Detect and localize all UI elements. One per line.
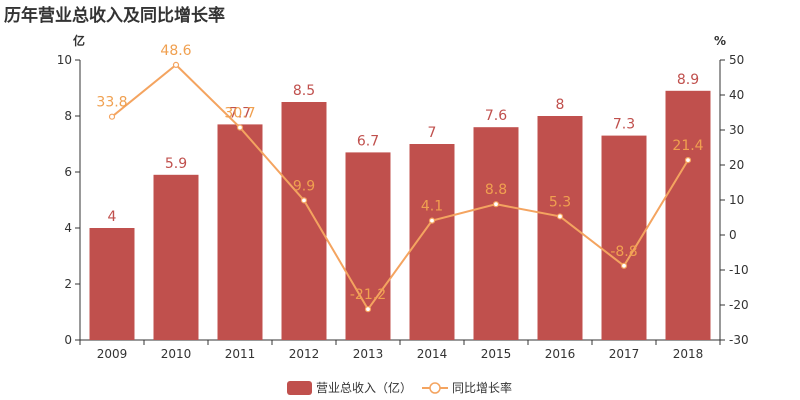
bar-value-label: 7 — [428, 125, 437, 141]
line-point — [620, 262, 628, 269]
legend: 营业总收入（亿） 同比增长率 — [287, 380, 512, 395]
bar — [665, 90, 711, 340]
line-point — [556, 213, 564, 220]
line-point — [300, 197, 308, 204]
chart-title: 历年营业总收入及同比增长率 — [4, 5, 225, 26]
bar-value-label: 8.9 — [677, 72, 699, 88]
bar-value-label: 7.3 — [613, 117, 635, 133]
right-tick-label: 0 — [729, 228, 737, 242]
right-tick-label: 50 — [729, 53, 744, 67]
x-tick-label: 2012 — [289, 347, 320, 361]
line-value-label: 48.6 — [160, 43, 191, 59]
bar — [217, 124, 263, 341]
line-value-label: 4.1 — [421, 199, 443, 215]
left-tick-label: 8 — [64, 109, 72, 123]
legend-bar-swatch — [287, 381, 312, 395]
right-axis-unit: % — [714, 34, 726, 48]
line-point — [428, 217, 436, 224]
line-value-label: 8.8 — [485, 182, 507, 198]
bar-value-label: 8 — [556, 97, 565, 113]
line-point — [172, 61, 180, 69]
x-tick-label: 2016 — [545, 347, 576, 361]
line-point — [364, 306, 372, 313]
legend-line-label: 同比增长率 — [452, 380, 512, 395]
bar-value-label: 8.5 — [293, 83, 315, 99]
legend-item-line[interactable]: 同比增长率 — [422, 380, 512, 395]
line-value-label: -8.8 — [610, 244, 637, 260]
x-tick-label: 2013 — [353, 347, 384, 361]
x-tick-label: 2015 — [481, 347, 512, 361]
line-value-label: 5.3 — [549, 194, 571, 210]
right-tick-label: 20 — [729, 158, 744, 172]
x-tick-label: 2011 — [225, 347, 256, 361]
right-tick-label: -20 — [729, 298, 749, 312]
legend-bar-label: 营业总收入（亿） — [316, 380, 412, 395]
bar — [89, 228, 135, 340]
right-tick-label: 40 — [729, 88, 744, 102]
line-point — [108, 113, 116, 120]
left-tick-label: 0 — [64, 333, 72, 347]
bar — [473, 127, 519, 340]
left-tick-label: 10 — [57, 53, 72, 67]
bar-value-label: 6.7 — [357, 133, 379, 149]
line-point — [684, 157, 692, 164]
line-point — [236, 124, 244, 131]
x-tick-label: 2010 — [161, 347, 192, 361]
right-tick-label: 10 — [729, 193, 744, 207]
line-value-label: 21.4 — [672, 138, 703, 154]
legend-item-bar[interactable]: 营业总收入（亿） — [287, 380, 412, 395]
bar — [281, 102, 327, 340]
bar-value-label: 7.7 — [229, 105, 251, 121]
line-value-label: 33.8 — [96, 95, 127, 111]
right-tick-label: 30 — [729, 123, 744, 137]
growth-line — [111, 63, 689, 312]
right-tick-label: -30 — [729, 333, 749, 347]
x-tick-label: 2018 — [673, 347, 704, 361]
left-tick-label: 6 — [64, 165, 72, 179]
x-tick-label: 2014 — [417, 347, 448, 361]
plot-area: 0 2 4 6 8 10 -30 -20 -10 0 10 20 30 40 50 2009 2010 2011 2… — [57, 43, 749, 361]
left-axis-unit: 亿 — [73, 33, 85, 48]
bar-value-label: 7.6 — [485, 108, 507, 124]
bar-value-label: 4 — [108, 209, 117, 225]
line-point — [492, 201, 500, 208]
x-tick-label: 2017 — [609, 347, 640, 361]
x-tick-label: 2009 — [97, 347, 128, 361]
bar — [153, 174, 199, 340]
line-value-label: -21.2 — [350, 287, 386, 303]
left-tick-label: 4 — [64, 221, 72, 235]
right-tick-label: -10 — [729, 263, 749, 277]
line-value-label: 30.7 — [224, 106, 255, 122]
bar-value-label: 5.9 — [165, 156, 187, 172]
bar — [601, 135, 647, 340]
line-value-label: 9.9 — [293, 178, 315, 194]
legend-line-marker — [429, 382, 441, 394]
left-tick-label: 2 — [64, 277, 72, 291]
